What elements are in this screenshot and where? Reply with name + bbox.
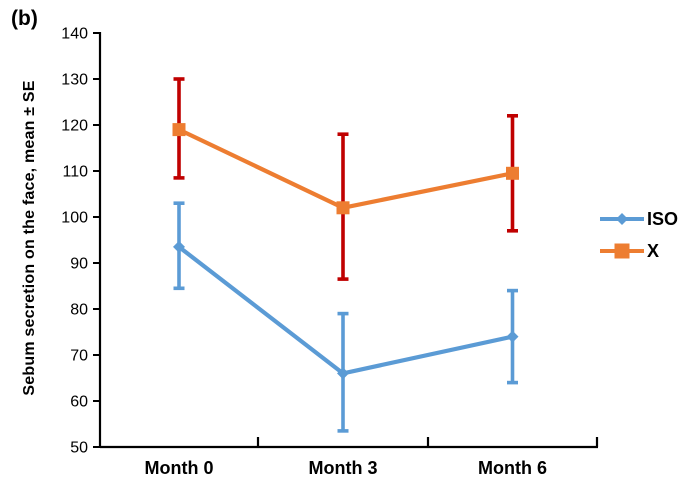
x-line-square-icon [600, 243, 644, 258]
legend-item-iso: ISO [599, 206, 678, 231]
legend-label-iso: ISO [647, 208, 679, 229]
y-tick-label: 140 [61, 26, 88, 43]
series-X [172, 77, 519, 281]
x-category-label: Month 3 [309, 458, 378, 478]
x-category-label: Month 6 [478, 458, 547, 478]
y-tick-label: 110 [62, 164, 88, 181]
y-tick-label: 130 [61, 72, 88, 89]
figure-label: (b) [11, 7, 38, 30]
legend-item-x: X [599, 238, 678, 263]
y-tick-label: 60 [70, 394, 88, 411]
y-tick-label: 80 [70, 302, 88, 319]
y-tick-label: 100 [61, 210, 88, 227]
y-tick-label: 90 [70, 256, 88, 273]
y-tick-label: 120 [61, 118, 88, 135]
iso-line-diamond-icon [600, 212, 644, 225]
legend-label-x: X [647, 240, 660, 261]
y-tick-label: 50 [70, 440, 88, 457]
legend: ISO X [599, 206, 678, 263]
y-tick-label: 70 [70, 348, 88, 365]
x-category-label: Month 0 [145, 458, 214, 478]
series-ISO [173, 201, 519, 433]
y-axis-title: Sebum secretion on the face, mean ± SE [21, 80, 38, 396]
y-axis: 50 60 70 80 90 100 110 120 130 140 [61, 26, 102, 457]
x-axis: Month 0 Month 3 Month 6 [100, 437, 599, 478]
